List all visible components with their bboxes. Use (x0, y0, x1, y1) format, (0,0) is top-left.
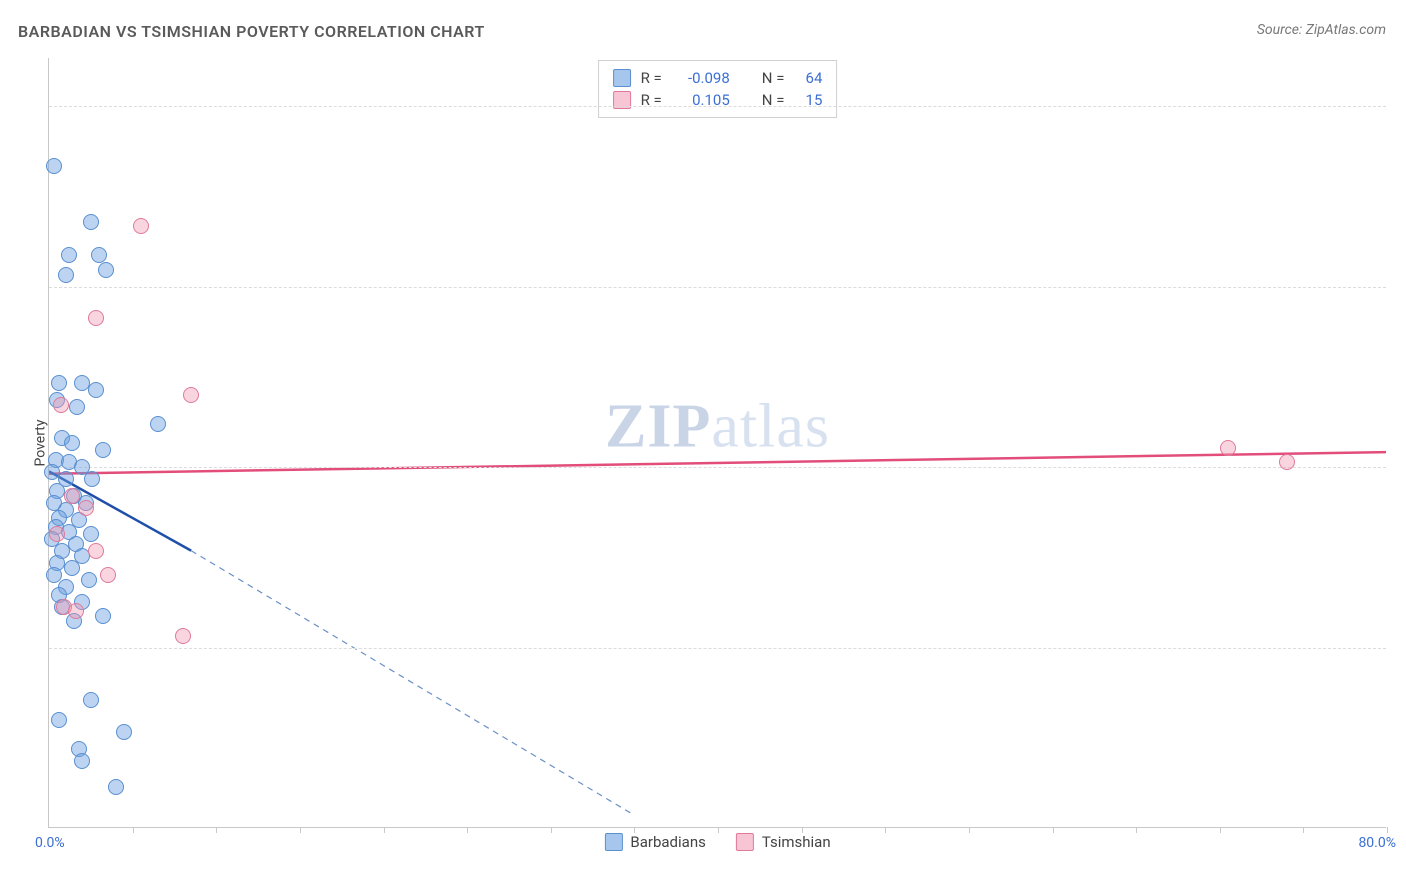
y-tick-label: 22.5% (1391, 279, 1406, 295)
point-tsimshian (49, 526, 65, 542)
chart-source: Source: ZipAtlas.com (1257, 22, 1386, 38)
point-tsimshian (53, 397, 69, 413)
chart-title: BARBADIAN VS TSIMSHIAN POVERTY CORRELATI… (18, 22, 485, 41)
point-tsimshian (1220, 440, 1236, 456)
x-tick (802, 827, 803, 833)
swatch-pink (736, 833, 754, 851)
watermark-atlas: atlas (711, 393, 830, 461)
gridline-h (49, 106, 1386, 107)
point-barbadians (46, 158, 62, 174)
x-tick (1220, 827, 1221, 833)
r-label: R = (641, 69, 662, 87)
point-barbadians (69, 399, 85, 415)
r-value-barbadians: -0.098 (672, 69, 730, 87)
point-barbadians (108, 779, 124, 795)
watermark-zip: ZIP (605, 393, 711, 461)
x-max-label: 80.0% (1358, 835, 1396, 851)
swatch-blue (613, 69, 631, 87)
point-barbadians (95, 608, 111, 624)
x-tick (133, 827, 134, 833)
point-tsimshian (183, 387, 199, 403)
legend-label-barbadians: Barbadians (630, 833, 705, 851)
y-tick-label: 15.0% (1391, 459, 1406, 475)
point-barbadians (51, 375, 67, 391)
point-barbadians (74, 753, 90, 769)
point-tsimshian (175, 628, 191, 644)
correlation-legend: R = -0.098 N = 64 R = 0.105 N = 15 (598, 60, 838, 118)
gridline-h (49, 648, 1386, 649)
gridline-h (49, 287, 1386, 288)
point-barbadians (81, 572, 97, 588)
legend-item-tsimshian: Tsimshian (736, 833, 831, 851)
watermark: ZIPatlas (605, 392, 830, 463)
x-tick (384, 827, 385, 833)
point-barbadians (88, 382, 104, 398)
point-barbadians (116, 724, 132, 740)
point-barbadians (64, 435, 80, 451)
point-tsimshian (88, 543, 104, 559)
point-barbadians (61, 247, 77, 263)
x-tick (551, 827, 552, 833)
point-barbadians (98, 262, 114, 278)
gridline-h (49, 467, 1386, 468)
x-tick (718, 827, 719, 833)
point-tsimshian (100, 567, 116, 583)
x-tick (467, 827, 468, 833)
point-tsimshian (133, 218, 149, 234)
x-origin-label: 0.0% (35, 835, 65, 851)
plot-area: Poverty ZIPatlas R = -0.098 N = 64 R = 0… (48, 58, 1386, 828)
point-barbadians (83, 692, 99, 708)
legend-item-barbadians: Barbadians (604, 833, 705, 851)
point-barbadians (83, 526, 99, 542)
y-axis-title: Poverty (33, 419, 49, 466)
point-barbadians (84, 471, 100, 487)
series-legend: Barbadians Tsimshian (604, 833, 830, 851)
n-label: N = (762, 69, 785, 87)
point-barbadians (150, 416, 166, 432)
x-tick (969, 827, 970, 833)
point-barbadians (95, 442, 111, 458)
n-value-barbadians: 64 (794, 69, 822, 87)
y-tick-label: 30.0% (1391, 98, 1406, 114)
x-tick (885, 827, 886, 833)
legend-row-barbadians: R = -0.098 N = 64 (613, 67, 823, 89)
x-tick (1303, 827, 1304, 833)
legend-label-tsimshian: Tsimshian (762, 833, 831, 851)
point-barbadians (51, 712, 67, 728)
trend-lines (49, 58, 1386, 827)
point-tsimshian (88, 310, 104, 326)
x-tick (1387, 827, 1388, 833)
x-tick (300, 827, 301, 833)
point-tsimshian (64, 488, 80, 504)
x-tick (1053, 827, 1054, 833)
point-barbadians (83, 214, 99, 230)
point-barbadians (58, 267, 74, 283)
x-tick (216, 827, 217, 833)
point-barbadians (64, 560, 80, 576)
point-tsimshian (1279, 454, 1295, 470)
point-tsimshian (68, 603, 84, 619)
swatch-blue (604, 833, 622, 851)
legend-row-tsimshian: R = 0.105 N = 15 (613, 89, 823, 111)
x-tick (634, 827, 635, 833)
point-tsimshian (78, 500, 94, 516)
y-tick-label: 7.5% (1391, 640, 1406, 656)
x-tick (1136, 827, 1137, 833)
